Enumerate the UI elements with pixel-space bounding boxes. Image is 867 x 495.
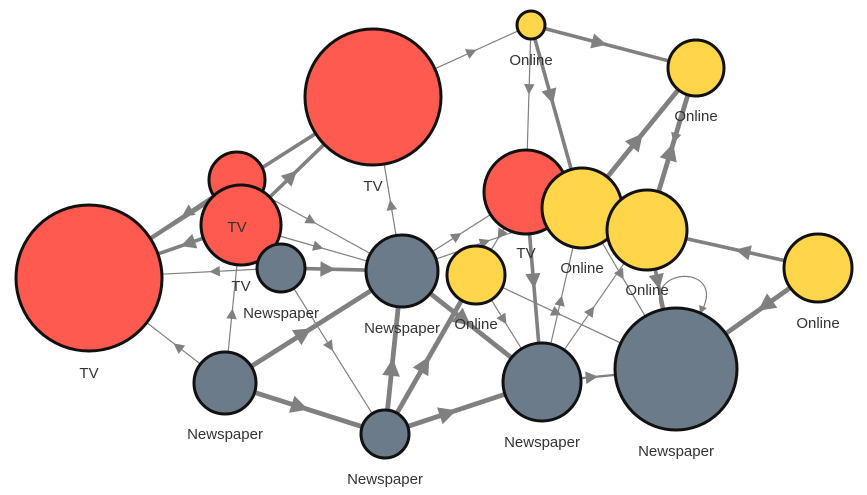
node-label-online_top_small: Online (509, 52, 552, 69)
node-label-online_top_right: Online (674, 108, 717, 125)
edge-online_center_a-to-news_big (601, 242, 646, 317)
edge-arrowhead (180, 233, 198, 249)
node-online-online_top_right (666, 38, 726, 98)
edge-arrowhead (449, 233, 462, 244)
node-label-tv_top: TV (363, 178, 382, 195)
edge-arrowhead (209, 265, 221, 277)
label-layer: TV TV TV TV TV Online Online Online Online Online… (79, 52, 839, 488)
node-label-news_bottom_mid: Newspaper (504, 434, 580, 451)
edge-arrowhead (525, 272, 541, 289)
edge-arrowhead (590, 33, 607, 49)
edge-arrowhead (659, 143, 677, 163)
node-label-tv_small: TV (231, 278, 250, 295)
edge-arrowhead (311, 240, 324, 251)
edge-arrowhead (419, 356, 430, 369)
node-label-news_bottom: Newspaper (347, 471, 423, 488)
node-newspaper-news_bottom_mid (501, 341, 583, 423)
node-label-tv_center: TV (516, 245, 535, 262)
node-newspaper-news_bottom_left (192, 350, 258, 416)
node-label-tv_big_left: TV (79, 365, 98, 382)
edge-arrowhead (735, 245, 752, 261)
node-label-online_center_a: Online (560, 260, 603, 277)
edge-arrowhead (280, 170, 297, 187)
edge-arrowhead (523, 83, 535, 95)
edge-arrowhead (585, 371, 599, 385)
node-label-tv_mid: TV (227, 219, 246, 236)
edge-news_bottom_mid-to-online_center_a (550, 246, 574, 345)
node-label-news_small: Newspaper (243, 305, 319, 322)
node-online-online_center_b (605, 188, 689, 272)
edge-tv_mid-to-tv_top (268, 143, 326, 199)
node-online-online_right (782, 232, 854, 304)
edge-arrowhead (323, 339, 333, 351)
edge-arrowhead (320, 261, 336, 277)
edge-arrowhead (613, 267, 624, 280)
node-label-online_right: Online (796, 315, 839, 332)
edge-arrowhead (382, 358, 400, 377)
node-label-news_big: Newspaper (638, 443, 714, 460)
edge-arrowhead (226, 308, 237, 320)
edge-arrowhead (541, 87, 557, 104)
edge-arrowhead (549, 306, 562, 316)
edge-arrowhead (289, 395, 309, 413)
node-label-online_mid: Online (454, 316, 497, 333)
node-layer (14, 9, 854, 460)
edge-arrowhead (181, 204, 196, 217)
edge-arrowhead (464, 49, 477, 59)
node-online-online_top_small (515, 9, 547, 41)
node-label-news_center: Newspaper (364, 320, 440, 337)
edge-arrowhead (671, 131, 682, 144)
edge-arrowhead (291, 328, 312, 346)
edge-online_top_right-to-online_center_b (658, 94, 689, 192)
node-newspaper-news_small (255, 242, 307, 294)
edge-arrowhead (554, 295, 565, 307)
node-tv-tv_big_left (14, 203, 164, 353)
edge-news_small-to-tv_big_left (161, 268, 258, 275)
edge-news_bottom_left-to-news_center (249, 288, 373, 369)
edge-arrowhead (496, 312, 507, 325)
edge-news_center-to-tv_center (432, 214, 491, 253)
edge-arrowhead (173, 343, 186, 354)
edge-news_bottom-to-news_center (385, 306, 401, 411)
node-newspaper-news_center (364, 233, 440, 309)
edge-tv_small-to-tv_big_left (149, 194, 215, 239)
edge-arrowhead (758, 293, 778, 311)
node-online-online_mid (445, 244, 507, 306)
edge-online_top_small-to-online_center_a (533, 38, 573, 170)
node-label-news_bottom_left: Newspaper (187, 426, 263, 443)
node-label-online_center_b: Online (625, 282, 668, 299)
edge-arrowhead (304, 213, 316, 224)
edge-arrowhead (583, 306, 595, 318)
node-tv-tv_top (303, 27, 443, 167)
edge-arrowhead (386, 199, 398, 211)
edge-layer (146, 26, 792, 429)
edge-arrowhead (451, 307, 471, 326)
edge-news_bottom-to-news_bottom_mid (407, 391, 506, 429)
node-tv-tv_mid (199, 183, 283, 267)
edge-arrowhead (437, 407, 457, 425)
edge-arrowhead (624, 133, 643, 153)
node-newspaper-news_big (613, 306, 739, 432)
edge-online_mid-to-news_big (501, 286, 622, 344)
edge-arrowhead (648, 272, 664, 290)
node-newspaper-news_bottom (359, 408, 411, 460)
